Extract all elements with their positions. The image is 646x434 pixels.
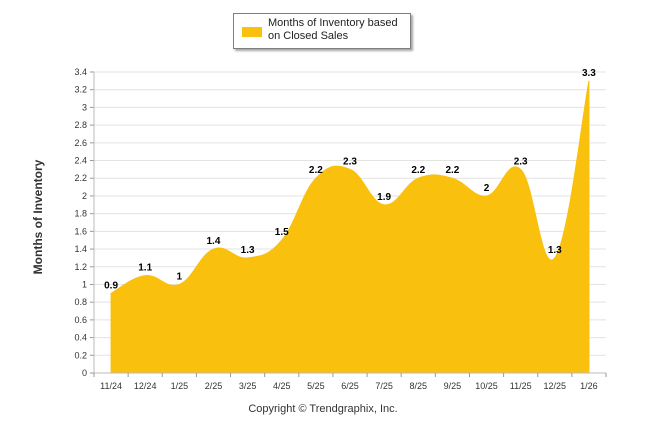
x-tick-label: 6/25 — [341, 381, 359, 391]
y-tick-label: 1.2 — [74, 262, 87, 272]
data-label: 1.3 — [548, 245, 562, 256]
y-tick-label: 0.8 — [74, 297, 87, 307]
y-tick-label: 3.4 — [74, 67, 87, 77]
data-label: 2.3 — [514, 156, 528, 167]
y-tick-label: 1.6 — [74, 226, 87, 236]
y-tick-label: 1.8 — [74, 209, 87, 219]
x-tick-label: 1/25 — [171, 381, 189, 391]
x-tick-label: 3/25 — [239, 381, 257, 391]
data-label: 2.2 — [309, 165, 323, 176]
x-tick-label: 11/24 — [100, 381, 122, 391]
y-tick-label: 2.6 — [74, 138, 87, 148]
y-axis-title: Months of Inventory — [31, 159, 45, 274]
x-tick-label: 9/25 — [444, 381, 462, 391]
data-label: 1.4 — [207, 236, 221, 247]
data-label: 2.3 — [343, 156, 357, 167]
y-tick-label: 1.4 — [74, 244, 87, 254]
y-axis-ticks: 0 0.2 0.4 0.6 0.8 1 1.2 1.4 1.6 1.8 2 2.2 2.4 2.6 2.8 3… — [74, 67, 95, 378]
legend-swatch — [242, 27, 262, 37]
data-labels: 0.9 1.1 1 1.4 1.3 1.5 2.2 2.3 1.9 2.2 2.2 2 2.3 1.3 3.… — [104, 68, 596, 291]
copyright-text: Copyright © Trendgraphix, Inc. — [248, 403, 398, 415]
y-tick-label: 2.4 — [74, 156, 87, 166]
data-label: 1.3 — [241, 245, 255, 256]
data-label: 1.9 — [377, 192, 391, 203]
x-tick-label: 4/25 — [273, 381, 291, 391]
y-tick-label: 3.2 — [74, 85, 87, 95]
x-tick-label: 12/25 — [544, 381, 567, 391]
data-label: 2.2 — [445, 165, 459, 176]
y-tick-label: 0.4 — [74, 333, 87, 343]
x-tick-label: 5/25 — [307, 381, 325, 391]
x-tick-label: 1/26 — [580, 381, 598, 391]
y-tick-label: 0.2 — [74, 350, 87, 360]
y-tick-label: 0.6 — [74, 315, 87, 325]
y-tick-label: 3 — [82, 102, 87, 112]
y-tick-label: 2 — [82, 191, 87, 201]
y-tick-label: 2.8 — [74, 120, 87, 130]
x-tick-label: 2/25 — [205, 381, 223, 391]
x-tick-label: 7/25 — [375, 381, 393, 391]
legend-label: Months of Inventory based on Closed Sale… — [268, 17, 398, 42]
data-label: 1.1 — [138, 263, 152, 274]
data-label: 2.2 — [411, 165, 425, 176]
legend: Months of Inventory based on Closed Sale… — [233, 13, 411, 49]
y-tick-label: 1 — [82, 279, 87, 289]
data-label: 1 — [177, 271, 183, 282]
data-label: 1.5 — [275, 227, 289, 238]
y-tick-label: 0 — [82, 368, 87, 378]
area-series — [110, 80, 590, 374]
data-label: 2 — [484, 183, 490, 194]
x-tick-label: 8/25 — [410, 381, 428, 391]
data-label: 3.3 — [582, 68, 596, 79]
x-axis-ticks: 11/24 12/24 1/25 2/25 3/25 4/25 5/25 6/25 7/25 8/… — [93, 373, 607, 391]
x-tick-label: 11/25 — [510, 381, 532, 391]
data-label: 0.9 — [104, 280, 118, 291]
x-tick-label: 12/24 — [134, 381, 157, 391]
x-tick-label: 10/25 — [475, 381, 498, 391]
y-tick-label: 2.2 — [74, 173, 87, 183]
